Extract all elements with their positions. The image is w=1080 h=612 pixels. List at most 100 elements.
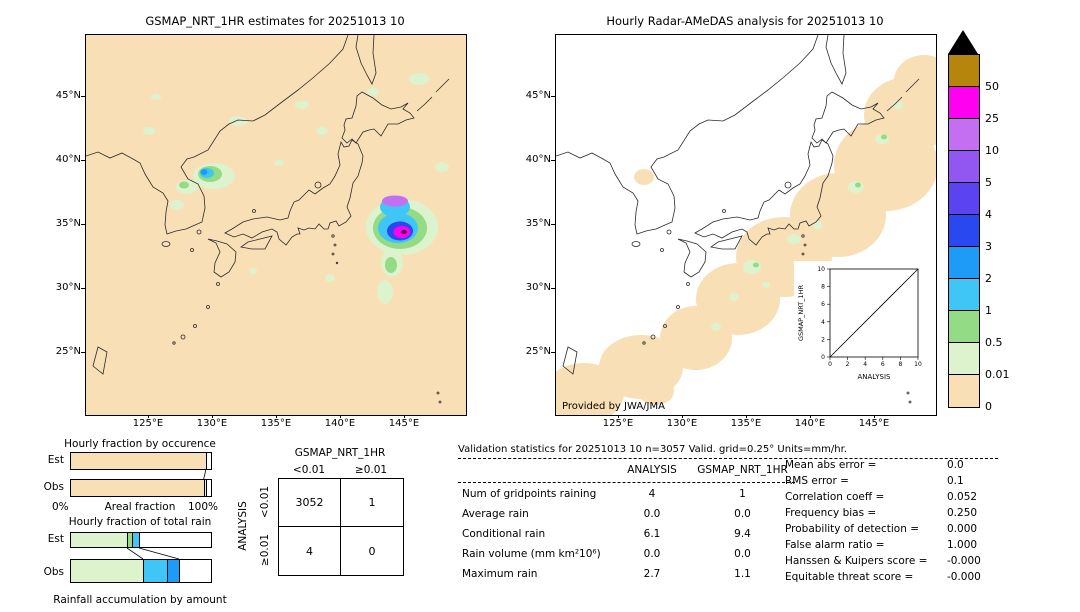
y-tick-label: 45°N	[518, 90, 555, 101]
korea-rain-patches	[170, 180, 198, 210]
contingency-row-label: <0.01	[259, 485, 271, 519]
contingency-cell: 1	[341, 479, 403, 527]
colorbar-label: 4	[985, 208, 992, 221]
stat-value-gsmap: 9.4	[734, 528, 751, 540]
score-label: Frequency bias =	[785, 507, 877, 519]
colorbar-label: 0.5	[985, 336, 1003, 349]
colorbar-segment	[949, 279, 979, 311]
score-row: False alarm ratio = 1.000	[785, 539, 981, 555]
stat-value-analysis: 0.0	[643, 548, 661, 560]
stats-row: Average rain 0.0 0.0	[458, 508, 798, 528]
svg-text:10: 10	[914, 361, 922, 368]
svg-text:4: 4	[821, 319, 825, 326]
colorbar-segment	[949, 247, 979, 279]
colorbar-label: 50	[985, 80, 999, 93]
divider-dashed	[458, 482, 795, 483]
contingency-row-label: ≥0.01	[259, 533, 271, 567]
score-value: -0.000	[947, 571, 981, 583]
y-tick-label: 40°N	[518, 154, 555, 165]
stat-value-gsmap: 1	[739, 488, 746, 500]
colorbar-segment	[949, 343, 979, 375]
x-tick-label: 130°E	[190, 415, 234, 429]
svg-text:6: 6	[881, 361, 885, 368]
colorbar-label: 0	[985, 400, 992, 413]
svg-text:4: 4	[863, 361, 867, 368]
inset-ticks	[827, 268, 919, 360]
contingency-col-label: ≥0.01	[354, 464, 388, 476]
occurrence-est-bar	[70, 452, 212, 470]
bar-segment	[143, 560, 168, 582]
contingency-title: GSMAP_NRT_1HR	[294, 447, 386, 459]
score-value: 0.000	[947, 523, 978, 535]
colorbar-segment	[949, 375, 979, 407]
y-tick-label: 25°N	[48, 346, 85, 357]
occurrence-x0: 0%	[52, 501, 69, 513]
x-tick-label: 135°E	[254, 415, 298, 429]
stats-row: Conditional rain 6.1 9.4	[458, 528, 798, 548]
y-tick-label: 40°N	[48, 154, 85, 165]
colorbar-label: 3	[985, 240, 992, 253]
gsmap-map-panel: 45°N 40°N 35°N 30°N 25°N 125°E 130°E 135…	[56, 34, 467, 429]
stats-title: Validation statistics for 20251013 10 n=…	[458, 444, 847, 455]
stat-value-analysis: 0.0	[643, 508, 661, 520]
score-row: RMS error = 0.1	[785, 475, 981, 491]
colorbar-label: 0.01	[985, 368, 1010, 381]
distribution-connectors	[126, 548, 180, 559]
svg-text:2: 2	[821, 336, 825, 343]
bar-segment	[204, 480, 208, 496]
contingency-table: 3052 1 4 0	[278, 478, 404, 576]
bar-segment	[128, 533, 133, 547]
stats-row: Num of gridpoints raining 4 1	[458, 488, 798, 508]
score-row: Frequency bias = 0.250	[785, 507, 981, 523]
score-list: Mean abs error = 0.0 RMS error = 0.1 Corre…	[785, 459, 981, 587]
svg-text:0: 0	[828, 361, 832, 368]
occurrence-xlabel: Areal fraction	[104, 501, 176, 513]
inset-ylabel: GSMAP_NRT_1HR	[797, 284, 805, 341]
radar-map-panel: 0 2 4 6 8 10 0 2 4 6 8 10 GSMAP_NRT_1HR …	[526, 34, 937, 429]
stats-table: Num of gridpoints raining 4 1 Average ra…	[458, 488, 798, 588]
occurrence-connector	[203, 470, 207, 479]
colorbar-segment	[949, 311, 979, 343]
x-tick-label: 145°E	[852, 415, 896, 429]
svg-text:8: 8	[898, 361, 902, 368]
contingency-cell: 4	[279, 527, 341, 575]
score-label: False alarm ratio =	[785, 539, 885, 551]
y-tick-label: 30°N	[48, 282, 85, 293]
stat-value-analysis: 6.1	[643, 528, 661, 540]
stat-label: Conditional rain	[462, 528, 546, 540]
score-label: Hanssen & Kuipers score =	[785, 555, 928, 567]
pacific-storm-cell	[366, 195, 438, 304]
data-credit: Provided by JWA/JMA	[562, 401, 665, 412]
score-row: Probability of detection = 0.000	[785, 523, 981, 539]
svg-text:8: 8	[821, 284, 825, 291]
x-tick-label: 130°E	[660, 415, 704, 429]
score-label: RMS error =	[785, 475, 849, 487]
svg-text:0: 0	[821, 354, 825, 361]
score-label: Probability of detection =	[785, 523, 920, 535]
bar-segment	[132, 533, 140, 547]
radar-light-rain-spots	[711, 101, 903, 331]
bar-segment	[167, 560, 181, 582]
colorbar-segment	[949, 87, 979, 119]
stat-label: Maximum rain	[462, 568, 538, 580]
total-rain-obs-bar	[70, 559, 212, 583]
colorbar-segments	[948, 54, 980, 408]
y-tick-label: 35°N	[48, 218, 85, 229]
contingency-col-label: <0.01	[292, 464, 326, 476]
inset-diagonal-line	[829, 268, 919, 358]
colorbar-label: 1	[985, 304, 992, 317]
score-value: 0.250	[947, 507, 978, 519]
score-value: 0.052	[947, 491, 978, 503]
y-tick-label: 30°N	[518, 282, 555, 293]
total-rain-footer: Rainfall accumulation by amount	[53, 594, 227, 606]
svg-text:2: 2	[846, 361, 850, 368]
x-tick-label: 140°E	[318, 415, 362, 429]
y-tick-label: 35°N	[518, 218, 555, 229]
score-row: Equitable threat score = -0.000	[785, 571, 981, 587]
colorbar-segment	[949, 55, 979, 87]
colorbar-label: 5	[985, 176, 992, 189]
colorbar: 50 25 10 5 4 3 2 1 0.5 0.01 0	[948, 30, 1040, 430]
stats-row: Rain volume (mm km²10⁶) 0.0 0.0	[458, 548, 798, 568]
score-value: 0.0	[947, 459, 964, 471]
score-value: -0.000	[947, 555, 981, 567]
